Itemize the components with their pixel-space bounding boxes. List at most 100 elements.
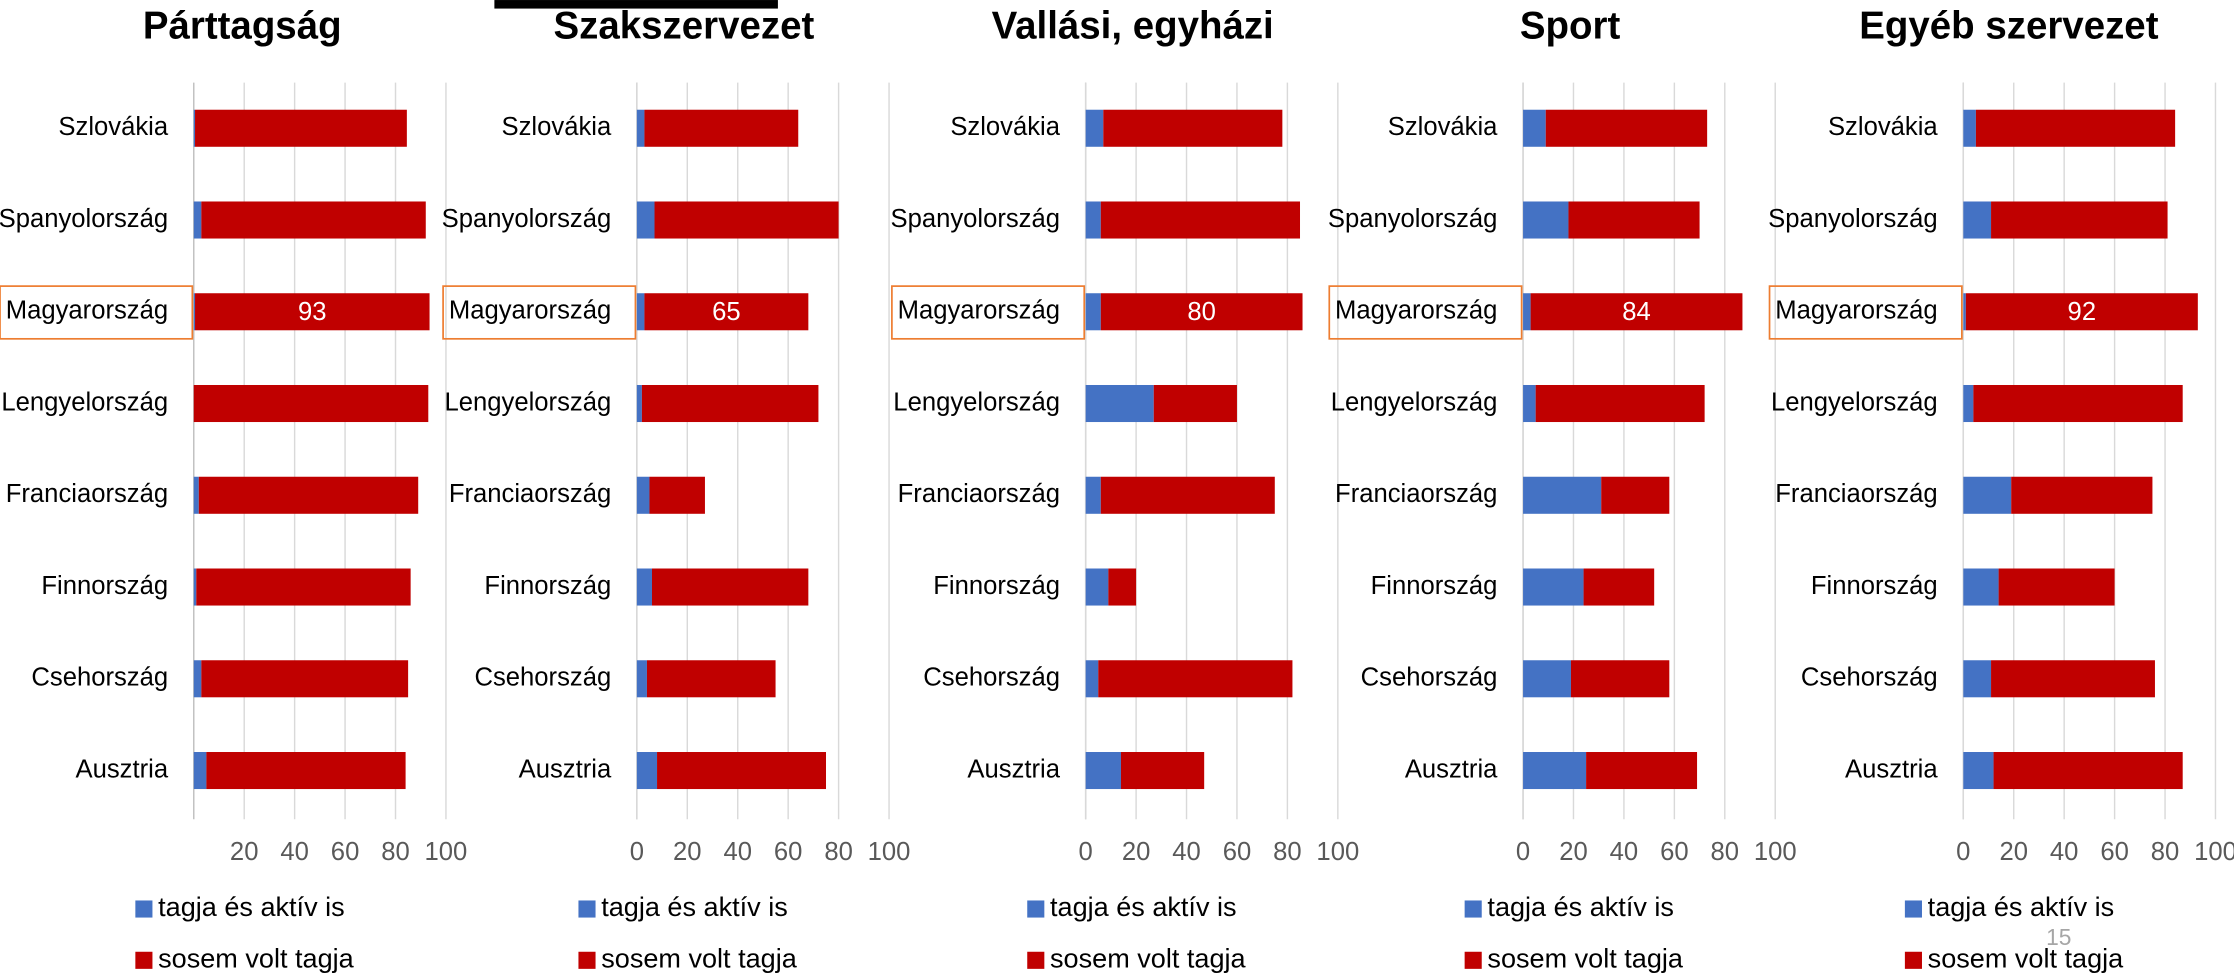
x-tick-label: 80 — [824, 838, 853, 866]
y-tick-label: Spanyolország — [1328, 205, 1498, 233]
bar-segment — [636, 293, 645, 331]
bar-segment — [646, 660, 776, 698]
y-tick-label: Szlovákia — [1388, 113, 1498, 141]
x-tick-label: 80 — [1273, 838, 1302, 866]
y-tick-label: Franciaország — [1775, 480, 1937, 508]
bar-segment — [193, 201, 202, 239]
y-tick-label: Csehország — [1801, 664, 1938, 692]
legend-label: tagja és aktív is — [601, 891, 788, 922]
bar-segment — [1523, 752, 1587, 790]
y-tick-label: Ausztria — [1845, 755, 1938, 783]
bar-segment — [1965, 293, 2198, 331]
x-tick-label: 40 — [1172, 838, 1201, 866]
legend-swatch — [1904, 951, 1922, 969]
bar-segment — [1568, 201, 1700, 239]
highlight-box — [442, 285, 637, 340]
bar-segment — [1545, 109, 1708, 147]
y-tick-label: Csehország — [1361, 664, 1498, 692]
bar-segment — [1103, 109, 1283, 147]
legend-swatch — [1027, 951, 1045, 969]
x-tick-label: 100 — [1316, 838, 1359, 866]
legend-swatch — [135, 951, 153, 969]
bar-segment — [636, 384, 642, 423]
bar-segment — [1108, 568, 1137, 606]
bar-segment — [1085, 660, 1099, 698]
bar-segment — [636, 201, 655, 239]
x-tick-label: 60 — [774, 838, 803, 866]
x-tick-label: 0 — [1079, 838, 1093, 866]
y-tick-label: Finnország — [484, 572, 611, 600]
y-tick-label: Franciaország — [898, 480, 1060, 508]
y-tick-label: Csehország — [31, 664, 168, 692]
y-tick-label: Ausztria — [519, 755, 612, 783]
y-tick-label: Magyarország — [1775, 297, 1937, 325]
x-tick-label: 40 — [1610, 838, 1639, 866]
legend-label: sosem volt tagja — [1487, 942, 1683, 973]
chart-title: Sport — [1520, 5, 1621, 48]
bar-segment — [206, 752, 406, 790]
y-tick-label: Ausztria — [967, 755, 1060, 783]
bar-segment — [1570, 660, 1670, 698]
bar-segment — [1085, 109, 1104, 147]
x-tick-label: 20 — [673, 838, 702, 866]
bar-segment — [1100, 476, 1275, 514]
y-tick-label: Spanyolország — [1768, 205, 1938, 233]
bar-segment — [1085, 476, 1101, 514]
bar-segment — [193, 660, 202, 698]
x-tick-label: 20 — [1999, 838, 2028, 866]
y-tick-label: Csehország — [923, 664, 1060, 692]
bar-segment — [196, 568, 411, 606]
y-tick-label: Magyarország — [6, 297, 168, 325]
bar-segment — [1963, 568, 1999, 606]
legend-label: sosem volt tagja — [1050, 942, 1246, 973]
bar-segment — [1991, 201, 2168, 239]
y-tick-label: Szlovákia — [1828, 113, 1938, 141]
bar-segment — [1583, 568, 1655, 606]
y-tick-label: Lengyelország — [1, 388, 168, 416]
bar-segment — [1085, 293, 1101, 331]
y-tick-label: Ausztria — [76, 755, 169, 783]
legend-label: tagja és aktív is — [158, 891, 345, 922]
x-tick-label: 80 — [1711, 838, 1740, 866]
x-tick-label: 100 — [425, 838, 468, 866]
bar-segment — [1963, 293, 1966, 331]
bar-segment — [201, 660, 409, 698]
data-label: 93 — [298, 298, 327, 326]
x-tick-label: 80 — [381, 838, 410, 866]
x-tick-label: 40 — [280, 838, 309, 866]
bar-segment — [1601, 476, 1670, 514]
legend-swatch — [1464, 951, 1482, 969]
y-tick-label: Franciaország — [6, 480, 168, 508]
highlight-box — [1328, 285, 1523, 340]
bar-segment — [1993, 752, 2183, 790]
bar-segment — [1523, 109, 1546, 147]
bar-segment — [654, 201, 839, 239]
bar-segment — [649, 476, 705, 514]
bar-segment — [1586, 752, 1698, 790]
page-number: 15 — [2046, 924, 2071, 950]
bar-segment — [1973, 384, 2183, 423]
bar-segment — [1998, 568, 2115, 606]
x-tick-label: 60 — [1660, 838, 1689, 866]
bar-segment — [1120, 752, 1205, 790]
highlight-box — [891, 285, 1086, 340]
data-label: 84 — [1622, 298, 1651, 326]
bar-segment — [657, 752, 826, 790]
bar-segment — [193, 293, 196, 331]
bar-segment — [636, 752, 658, 790]
x-tick-label: 60 — [1223, 838, 1252, 866]
x-tick-label: 60 — [2100, 838, 2129, 866]
bar-segment — [1085, 568, 1109, 606]
bar-segment — [193, 109, 196, 147]
y-tick-label: Szlovákia — [502, 113, 612, 141]
legend-swatch — [578, 951, 596, 969]
highlight-box — [0, 285, 194, 340]
y-tick-label: Lengyelország — [893, 388, 1060, 416]
y-tick-label: Csehország — [474, 664, 611, 692]
bar-segment — [193, 568, 197, 606]
bar-segment — [636, 476, 650, 514]
top-bar — [494, 0, 778, 9]
y-tick-label: Magyarország — [1335, 297, 1497, 325]
data-label: 65 — [712, 298, 741, 326]
bar-segment — [1523, 568, 1584, 606]
